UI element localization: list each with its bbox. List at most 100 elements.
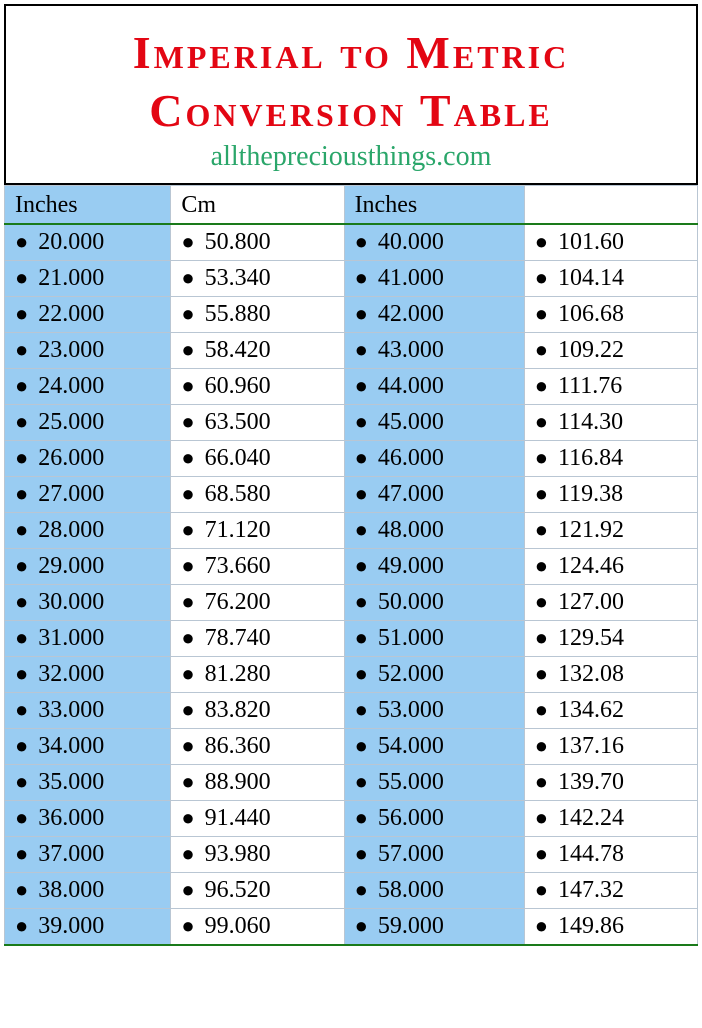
conversion-table: InchesCmInches ● 20.000● 50.800● 40.000●… [4, 185, 698, 946]
bullet-icon: ● [15, 337, 28, 362]
bullet-icon: ● [355, 229, 368, 254]
bullet-icon: ● [15, 445, 28, 470]
column-header: Cm [171, 186, 344, 225]
table-cell: ● 137.16 [524, 729, 697, 765]
bullet-icon: ● [535, 517, 548, 542]
bullet-icon: ● [15, 661, 28, 686]
bullet-icon: ● [355, 517, 368, 542]
table-cell: ● 76.200 [171, 585, 344, 621]
bullet-icon: ● [181, 301, 194, 326]
bullet-icon: ● [355, 769, 368, 794]
bullet-icon: ● [535, 445, 548, 470]
bullet-icon: ● [535, 805, 548, 830]
page-title: Imperial to Metric Conversion Table [6, 24, 696, 139]
table-cell: ● 33.000 [5, 693, 171, 729]
bullet-icon: ● [15, 625, 28, 650]
table-cell: ● 21.000 [5, 261, 171, 297]
bullet-icon: ● [181, 481, 194, 506]
table-cell: ● 81.280 [171, 657, 344, 693]
table-cell: ● 83.820 [171, 693, 344, 729]
bullet-icon: ● [181, 769, 194, 794]
table-cell: ● 139.70 [524, 765, 697, 801]
bullet-icon: ● [355, 841, 368, 866]
bullet-icon: ● [355, 373, 368, 398]
table-cell: ● 132.08 [524, 657, 697, 693]
table-cell: ● 101.60 [524, 224, 697, 261]
column-header: Inches [344, 186, 524, 225]
table-cell: ● 43.000 [344, 333, 524, 369]
table-cell: ● 106.68 [524, 297, 697, 333]
table-row: ● 35.000● 88.900● 55.000● 139.70 [5, 765, 698, 801]
bullet-icon: ● [181, 445, 194, 470]
table-head: InchesCmInches [5, 186, 698, 225]
bullet-icon: ● [355, 805, 368, 830]
bullet-icon: ● [181, 913, 194, 938]
bullet-icon: ● [15, 373, 28, 398]
column-header [524, 186, 697, 225]
table-cell: ● 32.000 [5, 657, 171, 693]
table-cell: ● 99.060 [171, 909, 344, 946]
table-cell: ● 68.580 [171, 477, 344, 513]
bullet-icon: ● [15, 913, 28, 938]
bullet-icon: ● [15, 841, 28, 866]
bullet-icon: ● [15, 877, 28, 902]
table-header-row: InchesCmInches [5, 186, 698, 225]
table-cell: ● 52.000 [344, 657, 524, 693]
table-cell: ● 48.000 [344, 513, 524, 549]
bullet-icon: ● [181, 805, 194, 830]
bullet-icon: ● [181, 877, 194, 902]
bullet-icon: ● [15, 301, 28, 326]
bullet-icon: ● [181, 517, 194, 542]
bullet-icon: ● [535, 301, 548, 326]
table-cell: ● 111.76 [524, 369, 697, 405]
bullet-icon: ● [181, 625, 194, 650]
table-cell: ● 24.000 [5, 369, 171, 405]
bullet-icon: ● [355, 625, 368, 650]
table-cell: ● 58.420 [171, 333, 344, 369]
bullet-icon: ● [535, 553, 548, 578]
bullet-icon: ● [15, 481, 28, 506]
bullet-icon: ● [355, 733, 368, 758]
bullet-icon: ● [355, 445, 368, 470]
table-row: ● 21.000● 53.340● 41.000● 104.14 [5, 261, 698, 297]
table-cell: ● 37.000 [5, 837, 171, 873]
bullet-icon: ● [535, 733, 548, 758]
title-line-1: Imperial to Metric [133, 27, 569, 78]
table-cell: ● 60.960 [171, 369, 344, 405]
table-cell: ● 96.520 [171, 873, 344, 909]
table-cell: ● 49.000 [344, 549, 524, 585]
bullet-icon: ● [181, 409, 194, 434]
table-cell: ● 53.340 [171, 261, 344, 297]
bullet-icon: ● [535, 877, 548, 902]
bullet-icon: ● [535, 409, 548, 434]
title-line-2: Conversion Table [149, 85, 553, 136]
bullet-icon: ● [535, 661, 548, 686]
bullet-icon: ● [355, 913, 368, 938]
bullet-icon: ● [181, 589, 194, 614]
table-cell: ● 38.000 [5, 873, 171, 909]
table-cell: ● 119.38 [524, 477, 697, 513]
table-cell: ● 42.000 [344, 297, 524, 333]
table-cell: ● 54.000 [344, 729, 524, 765]
table-cell: ● 91.440 [171, 801, 344, 837]
table-row: ● 25.000● 63.500● 45.000● 114.30 [5, 405, 698, 441]
bullet-icon: ● [535, 265, 548, 290]
bullet-icon: ● [181, 841, 194, 866]
bullet-icon: ● [535, 589, 548, 614]
table-row: ● 34.000● 86.360● 54.000● 137.16 [5, 729, 698, 765]
bullet-icon: ● [535, 841, 548, 866]
bullet-icon: ● [355, 697, 368, 722]
table-row: ● 20.000● 50.800● 40.000● 101.60 [5, 224, 698, 261]
table-row: ● 24.000● 60.960● 44.000● 111.76 [5, 369, 698, 405]
table-row: ● 38.000● 96.520● 58.000● 147.32 [5, 873, 698, 909]
bullet-icon: ● [181, 337, 194, 362]
table-cell: ● 116.84 [524, 441, 697, 477]
table-cell: ● 66.040 [171, 441, 344, 477]
table-cell: ● 63.500 [171, 405, 344, 441]
table-cell: ● 34.000 [5, 729, 171, 765]
bullet-icon: ● [355, 589, 368, 614]
bullet-icon: ● [181, 229, 194, 254]
bullet-icon: ● [535, 913, 548, 938]
bullet-icon: ● [535, 229, 548, 254]
table-cell: ● 56.000 [344, 801, 524, 837]
